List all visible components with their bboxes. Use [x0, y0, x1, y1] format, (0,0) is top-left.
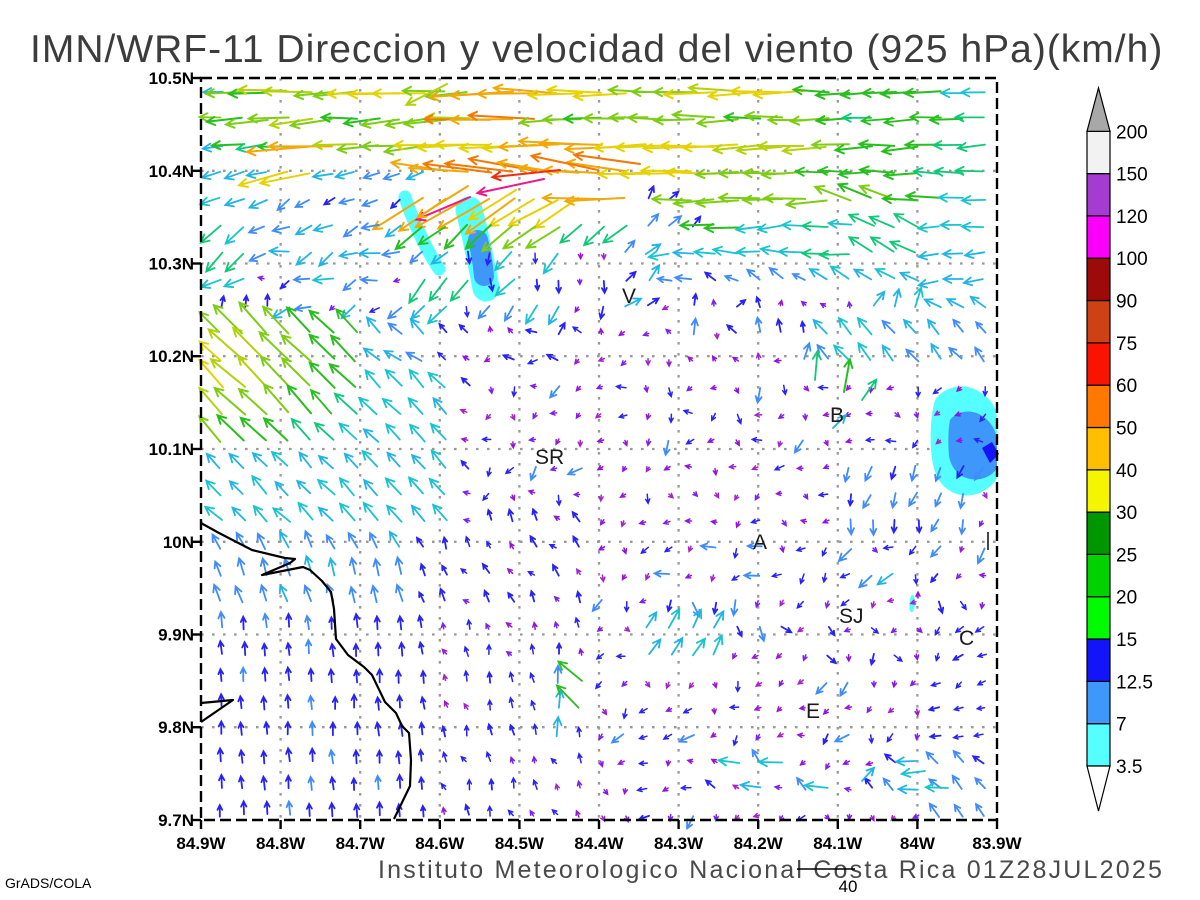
svg-text:10N: 10N	[163, 533, 194, 552]
svg-text:90: 90	[1116, 292, 1137, 313]
svg-text:10.5N: 10.5N	[149, 69, 194, 88]
svg-text:84.7W: 84.7W	[336, 834, 386, 853]
svg-text:120: 120	[1116, 207, 1148, 228]
svg-text:12.5: 12.5	[1116, 672, 1153, 693]
svg-text:84.6W: 84.6W	[415, 834, 465, 853]
svg-text:IMN/WRF-11 Direccion y velocid: IMN/WRF-11 Direccion y velocidad del vie…	[30, 28, 1163, 71]
svg-text:84.4W: 84.4W	[574, 834, 624, 853]
svg-text:60: 60	[1116, 376, 1137, 397]
svg-text:84.5W: 84.5W	[495, 834, 545, 853]
svg-text:15: 15	[1116, 630, 1137, 651]
svg-text:10.4N: 10.4N	[149, 162, 194, 181]
svg-text:10.1N: 10.1N	[149, 440, 194, 459]
svg-text:75: 75	[1116, 334, 1137, 355]
svg-text:Instituto Meteorologico Nacion: Instituto Meteorologico Nacional Costa R…	[378, 856, 1164, 884]
svg-text:3.5: 3.5	[1116, 757, 1142, 778]
svg-text:40: 40	[1116, 461, 1137, 482]
svg-text:84.2W: 84.2W	[734, 834, 784, 853]
svg-text:A: A	[753, 531, 767, 554]
svg-text:9.7N: 9.7N	[158, 811, 194, 830]
svg-text:84W: 84W	[900, 834, 936, 853]
svg-text:9.9N: 9.9N	[158, 626, 194, 645]
svg-text:10.2N: 10.2N	[149, 347, 194, 366]
svg-text:10.3N: 10.3N	[149, 255, 194, 274]
svg-text:200: 200	[1116, 122, 1148, 143]
svg-text:B: B	[830, 404, 844, 427]
svg-text:SJ: SJ	[839, 605, 864, 628]
svg-text:84.3W: 84.3W	[654, 834, 704, 853]
svg-text:9.8N: 9.8N	[158, 718, 194, 737]
svg-text:25: 25	[1116, 545, 1137, 566]
svg-text:84.8W: 84.8W	[256, 834, 306, 853]
svg-text:20: 20	[1116, 588, 1137, 609]
svg-text:GrADS/COLA: GrADS/COLA	[5, 875, 92, 891]
svg-text:30: 30	[1116, 503, 1137, 524]
svg-text:7: 7	[1116, 715, 1127, 736]
svg-text:E: E	[806, 700, 820, 723]
svg-text:V: V	[622, 285, 636, 308]
svg-text:84.1W: 84.1W	[813, 834, 863, 853]
svg-text:150: 150	[1116, 165, 1148, 186]
svg-text:SR: SR	[535, 446, 564, 469]
svg-text:84.9W: 84.9W	[176, 834, 226, 853]
svg-text:50: 50	[1116, 419, 1137, 440]
svg-text:100: 100	[1116, 249, 1148, 270]
svg-text:40: 40	[839, 877, 858, 896]
svg-text:C: C	[959, 627, 974, 650]
svg-text:83.9W: 83.9W	[972, 834, 1022, 853]
